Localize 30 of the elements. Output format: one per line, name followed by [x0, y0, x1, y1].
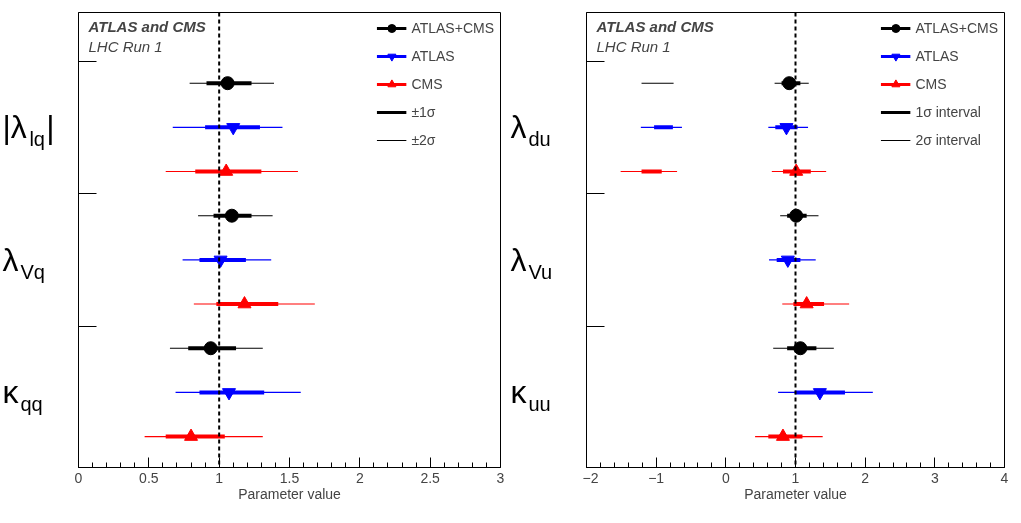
text: ATLAS and CMS: [595, 17, 714, 35]
text: LHC Run 1: [88, 37, 163, 55]
x-tick-label: 3: [496, 469, 505, 486]
legend-label: 1σ interval: [915, 104, 981, 120]
x-axis-title: Parameter value: [238, 485, 342, 502]
x-tick-label: 0: [721, 469, 730, 486]
x-tick-label: 2.5: [420, 469, 441, 486]
x-tick-label: 2: [861, 469, 870, 486]
legend-label: ATLAS+CMS: [915, 20, 998, 36]
legend-label: 2σ interval: [915, 132, 981, 148]
x-tick-label: 2: [355, 469, 364, 486]
legend-label: ±2σ: [411, 132, 436, 148]
x-tick-label: −1: [648, 469, 665, 486]
x-axis-title: Parameter value: [744, 485, 848, 502]
x-tick-label: 1: [215, 469, 224, 486]
x-tick-label: 1: [791, 469, 800, 486]
x-tick-label: −2: [582, 469, 599, 486]
legend-label: ATLAS: [915, 48, 959, 64]
text: ATLAS and CMS: [87, 17, 206, 35]
legend-label: ±1σ: [411, 104, 436, 120]
legend-label: CMS: [915, 76, 947, 92]
legend-label: ATLAS: [411, 48, 455, 64]
x-tick-label: 3: [930, 469, 939, 486]
x-tick-label: 0.5: [139, 469, 159, 486]
x-tick-label: 4: [1000, 469, 1009, 486]
x-tick-label: 0: [74, 469, 83, 486]
legend-label: ATLAS+CMS: [411, 20, 494, 36]
legend-label: CMS: [411, 76, 443, 92]
text: LHC Run 1: [596, 37, 671, 55]
x-tick-label: 1.5: [279, 469, 300, 486]
